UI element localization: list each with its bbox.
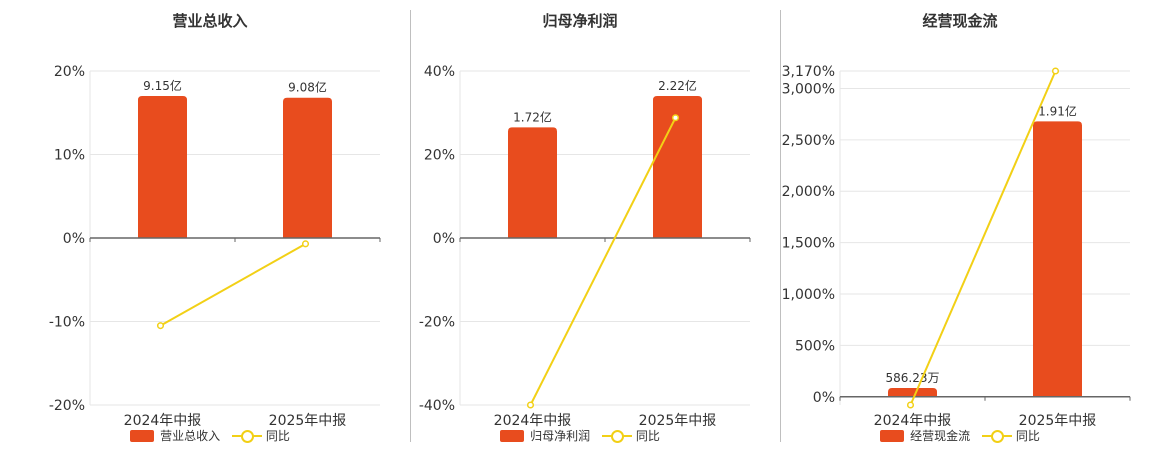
y-tick-label: 3,170% [782, 64, 835, 80]
yoy-point [906, 401, 915, 409]
y-tick-label: 3,000% [782, 81, 835, 97]
legend-line-entry[interactable]: 同比 [981, 427, 1040, 444]
x-category-label: 2024年中报 [874, 413, 952, 429]
cash-flow-chart-svg: 0% 500% 1,000% 1,500% 2,000% 2,500% 3,000%3,17… [782, 64, 1131, 429]
y-tick-label: 40% [424, 64, 455, 80]
yoy-point [1051, 67, 1060, 75]
bar [283, 97, 332, 238]
bar [653, 96, 702, 238]
revenue-chart-svg: -20% -10% 0% 10% 20% 9.15亿 9.08亿 2024年中报 2025年中报 [49, 64, 381, 429]
bar-data-label: 1.72亿 [513, 109, 552, 124]
bar-data-label: 2.22亿 [658, 78, 697, 93]
x-category-label: 2025年中报 [1019, 413, 1097, 429]
y-tick-label: 0% [63, 231, 85, 247]
cash-flow-chart-panel: 经营现金流 0% 500% 1,000% 1,500% 2,000% 2,500% 3,00… [775, 0, 1145, 450]
legend-bar-swatch [880, 429, 905, 442]
yoy-point [301, 240, 310, 248]
y-tick-label: 20% [424, 148, 455, 164]
x-category-label: 2024年中报 [494, 413, 572, 429]
legend-line-entry[interactable]: 同比 [601, 427, 660, 444]
legend-bar-label: 营业总收入 [160, 429, 221, 443]
legend-bar-label: 经营现金流 [910, 429, 971, 443]
x-category-label: 2025年中报 [269, 413, 347, 429]
y-tick-label: 0% [433, 231, 455, 247]
legend-line-entry[interactable]: 同比 [231, 427, 290, 444]
y-tick-label: 10% [54, 148, 85, 164]
net-profit-chart-panel: 归母净利润 -40% -20% 0% 20% 40% 1.72亿 2.22亿 2024年中报 2… [395, 0, 765, 450]
legend-line-marker [981, 429, 1012, 443]
panel-divider [410, 10, 411, 442]
yoy-line [529, 117, 677, 406]
legend-line-label: 同比 [1015, 429, 1040, 443]
net-profit-chart-svg: -40% -20% 0% 20% 40% 1.72亿 2.22亿 2024年中报 2025年中报 [419, 64, 751, 429]
bar-data-label: 586.23万 [886, 371, 940, 385]
y-tick-label: 0% [813, 390, 835, 406]
bar-data-label: 1.91亿 [1038, 103, 1077, 118]
yoy-point [526, 401, 535, 409]
bar [138, 96, 187, 238]
y-tick-label: -20% [49, 398, 85, 414]
yoy-point [671, 114, 680, 122]
y-tick-label: -20% [419, 315, 455, 331]
y-tick-label: 2,500% [782, 133, 835, 149]
chart-legend: 归母净利润 同比 [395, 427, 765, 444]
legend-bar-label: 归母净利润 [530, 429, 591, 443]
chart-title: 营业总收入 [172, 12, 248, 30]
yoy-line [160, 242, 306, 327]
chart-title: 归母净利润 [542, 12, 618, 30]
y-tick-label: 2,000% [782, 184, 835, 200]
legend-bar-entry[interactable]: 归母净利润 [500, 427, 590, 444]
legend-line-label: 同比 [265, 429, 290, 443]
legend-bar-swatch [500, 429, 525, 442]
chart-legend: 营业总收入 同比 [25, 427, 395, 444]
bar-data-label: 9.15亿 [143, 78, 182, 93]
bar [888, 388, 937, 397]
legend-line-marker [601, 429, 632, 443]
bar [1033, 121, 1082, 397]
x-category-label: 2024年中报 [124, 413, 202, 429]
yoy-point [156, 322, 165, 330]
y-tick-label: 500% [795, 338, 835, 354]
bar [508, 127, 557, 238]
y-tick-label: 1,000% [782, 287, 835, 303]
y-tick-label: -40% [419, 398, 455, 414]
yoy-line [909, 70, 1057, 406]
x-category-label: 2025年中报 [639, 413, 717, 429]
bar-data-label: 9.08亿 [288, 80, 327, 95]
legend-line-label: 同比 [635, 429, 660, 443]
legend-bar-swatch [130, 429, 155, 442]
y-tick-label: 1,500% [782, 236, 835, 252]
y-tick-label: -10% [49, 315, 85, 331]
chart-title: 经营现金流 [922, 12, 998, 30]
y-tick-label: 20% [54, 64, 85, 80]
legend-bar-entry[interactable]: 经营现金流 [880, 427, 970, 444]
chart-legend: 经营现金流 同比 [775, 427, 1145, 444]
legend-line-marker [231, 429, 262, 443]
legend-bar-entry[interactable]: 营业总收入 [130, 427, 220, 444]
panel-divider [780, 10, 781, 442]
revenue-chart-panel: 营业总收入 -20% -10% 0% 10% 20% 9.15亿 9.08亿 2024年中报 2… [25, 0, 395, 450]
